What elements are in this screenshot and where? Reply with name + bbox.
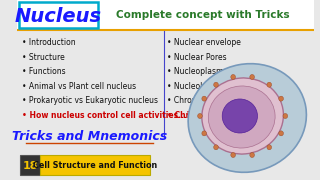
Ellipse shape: [214, 82, 218, 87]
Text: 18: 18: [22, 161, 38, 171]
Ellipse shape: [267, 82, 272, 87]
Text: Tricks and Mnemonics: Tricks and Mnemonics: [12, 130, 167, 143]
Ellipse shape: [279, 131, 284, 136]
Ellipse shape: [222, 99, 258, 133]
Text: • How nucleus control cell activities...?: • How nucleus control cell activities...…: [22, 111, 191, 120]
Ellipse shape: [267, 145, 272, 150]
Ellipse shape: [250, 75, 254, 80]
Text: • Chromosomes: • Chromosomes: [167, 96, 229, 105]
Ellipse shape: [231, 75, 236, 80]
Ellipse shape: [250, 152, 254, 158]
Text: • Animal vs Plant cell nucleus: • Animal vs Plant cell nucleus: [22, 82, 136, 91]
Text: • Functions: • Functions: [22, 67, 65, 76]
Ellipse shape: [188, 64, 306, 172]
Ellipse shape: [279, 96, 284, 101]
Text: Cell Structure and Function: Cell Structure and Function: [33, 161, 157, 170]
Text: • Introduction: • Introduction: [22, 38, 76, 47]
Text: • Nuclear Pores: • Nuclear Pores: [167, 53, 227, 62]
FancyBboxPatch shape: [19, 2, 98, 28]
Text: • Prokaryotic vs Eukaryotic nucleus: • Prokaryotic vs Eukaryotic nucleus: [22, 96, 158, 105]
Text: • Nucleolus: • Nucleolus: [167, 82, 212, 91]
Ellipse shape: [208, 86, 275, 148]
Text: • Nuclear envelope: • Nuclear envelope: [167, 38, 241, 47]
FancyBboxPatch shape: [20, 155, 40, 175]
Text: Complete concept with Tricks: Complete concept with Tricks: [116, 10, 290, 20]
Ellipse shape: [202, 96, 206, 101]
Text: Nucleus: Nucleus: [15, 6, 102, 26]
Ellipse shape: [202, 78, 284, 154]
FancyBboxPatch shape: [17, 0, 314, 30]
Text: • Structure: • Structure: [22, 53, 65, 62]
Ellipse shape: [283, 114, 288, 118]
Ellipse shape: [202, 131, 206, 136]
Ellipse shape: [214, 145, 218, 150]
Text: • Nucleoplasm: • Nucleoplasm: [167, 67, 224, 76]
Ellipse shape: [231, 152, 236, 158]
Ellipse shape: [198, 114, 202, 118]
FancyBboxPatch shape: [40, 155, 150, 175]
Text: • Chromosomes vs Chromatin: • Chromosomes vs Chromatin: [167, 111, 296, 120]
